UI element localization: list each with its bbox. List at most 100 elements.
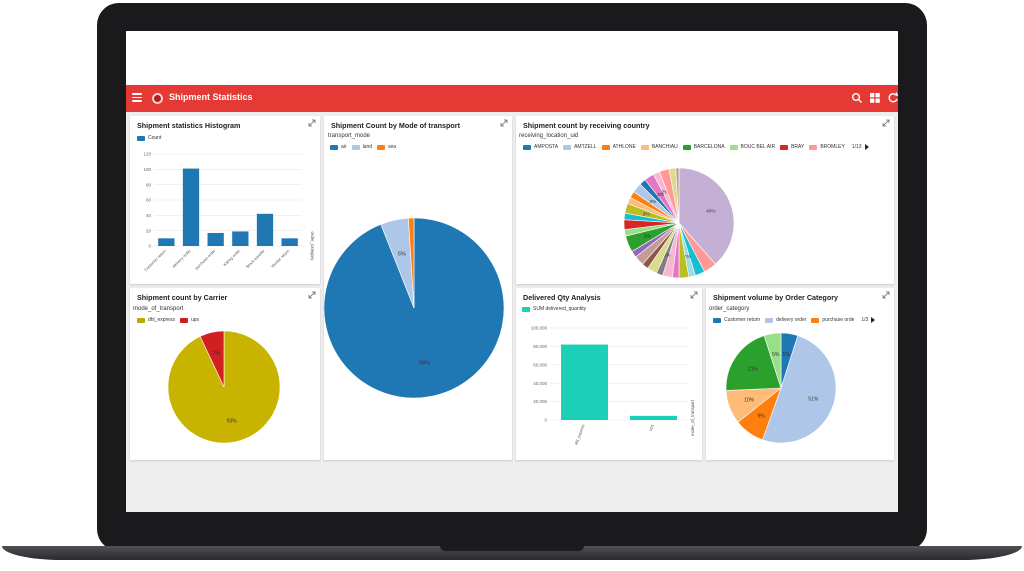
legend-item[interactable]: BROMLEY [809,144,845,150]
legend-label: air [341,144,347,150]
x-tick-label: Customer return [143,248,167,272]
pie-label: 3% [649,199,657,205]
legend-label: Customer return [724,317,761,323]
bar[interactable] [256,213,274,246]
expand-icon[interactable] [500,119,508,127]
legend-label: ATHLONE [612,144,636,150]
x-tick-label: purchase order [194,248,217,271]
pie-label: 5% [772,352,780,358]
legend-item[interactable]: AMPOSTA [523,144,558,150]
legend-label: land [362,144,373,150]
legend-item[interactable]: air [330,144,347,150]
transport-card: Shipment Count by Mode of transport tran… [324,116,512,460]
legend-swatch [179,317,188,323]
legend-item[interactable]: SUM delivered_quantity [522,306,586,312]
legend-swatch [811,317,820,323]
pie-label: 7% [213,351,221,357]
pie-slice[interactable] [408,217,415,309]
refresh-icon[interactable] [887,92,898,104]
pie-label: 2% [663,253,671,259]
legend-item[interactable]: land [351,144,373,150]
expand-icon[interactable] [882,291,890,299]
laptop-screen: Shipment Statistics Shipment statistics … [126,31,898,512]
pie-slice[interactable] [725,335,782,391]
legend-item[interactable]: dhl_express [137,317,175,323]
legend-item[interactable]: AMTZELL [563,144,597,150]
bar[interactable] [232,231,249,246]
legend-pager[interactable]: 1/13 [852,144,869,150]
bar[interactable] [630,415,677,420]
order-category-card: Shipment volume by Order Category order_… [706,288,894,460]
pie-label: 9% [758,413,766,419]
pager-label: 1/13 [851,144,862,150]
bar[interactable] [561,344,608,420]
x-tick-label: ups [648,424,655,432]
y-tick-label: 0 [148,244,151,249]
search-icon[interactable] [851,92,863,104]
axis-label: order_category [310,232,315,262]
axis-label: mode_of_transport [690,399,695,436]
bar[interactable] [281,238,298,246]
legend-label: Count [148,135,162,141]
bar[interactable] [182,168,200,246]
legend-label: purchase orde [822,317,855,323]
pie-slice[interactable] [762,335,837,444]
transport-title: Shipment Count by Mode of transport [331,121,460,130]
histogram-title: Shipment statistics Histogram [137,121,241,130]
country-pie: 40%2%2%5%3%3%3%2% [623,167,735,279]
legend-item[interactable]: Count [137,135,161,141]
x-tick-label: Kitting order [222,248,241,267]
country-legend-title: receiving_location_uid [519,133,579,139]
expand-icon[interactable] [308,291,316,299]
legend-item[interactable]: delivery order [765,317,806,323]
legend-label: BROMLEY [820,144,845,150]
legend-swatch [640,144,649,150]
legend-item[interactable]: BOUC BEL AIR [729,144,776,150]
legend-label: BARCELONA [693,144,725,150]
pie-slice[interactable] [763,332,782,389]
pie-slice[interactable] [199,330,225,388]
bar[interactable] [158,238,175,246]
pie-label: 5% [644,234,652,240]
legend-item[interactable]: Customer return [713,317,760,323]
next-page-icon[interactable] [864,144,869,150]
carrier-card: Shipment count by Carrier mode_of_transp… [130,288,320,460]
y-tick-label: 80,000 [533,344,547,349]
legend-item[interactable]: BANCHIAU [640,144,678,150]
y-tick-label: 60 [146,198,152,203]
pie-slice[interactable] [675,167,680,224]
expand-icon[interactable] [690,291,698,299]
transport-pie: 94% 5% [324,217,505,399]
legend-swatch [330,144,338,150]
x-tick-label: Vendor return [270,248,291,269]
expand-icon[interactable] [882,119,890,127]
legend-item[interactable]: purchase orde [811,317,854,323]
legend-item[interactable]: ATHLONE [601,144,636,150]
y-tick-label: 20,000 [533,399,547,404]
pie-label: 40% [706,209,716,215]
legend-swatch [377,144,386,150]
pie-label: 93% [227,419,238,425]
legend-item[interactable]: BRAY [780,144,804,150]
legend-pager[interactable]: 1/3 [861,317,876,323]
legend-label: BOUC BEL AIR [740,144,776,150]
legend-item[interactable]: ups [179,317,199,323]
pie-label: 5% [783,352,791,358]
bar[interactable] [207,232,224,246]
pie-slice[interactable] [678,167,735,265]
carrier-legend: dhl_express ups [137,317,204,323]
pie-label: 10% [744,398,755,404]
histogram-card: Shipment statistics Histogram Count 0 20 4… [130,116,320,284]
expand-icon[interactable] [308,119,316,127]
legend-swatch [809,144,818,150]
menu-icon[interactable] [132,93,142,103]
next-page-icon[interactable] [871,317,876,323]
pie-label: 2% [684,254,692,260]
pie-label: 51% [808,397,819,403]
dashboard-grid-icon[interactable] [869,92,881,104]
page-title: Shipment Statistics [169,92,253,102]
legend-swatch [137,135,145,141]
legend-item[interactable]: sea [377,144,396,150]
legend-label: dhl_express [148,317,175,323]
legend-item[interactable]: BARCELONA [682,144,725,150]
